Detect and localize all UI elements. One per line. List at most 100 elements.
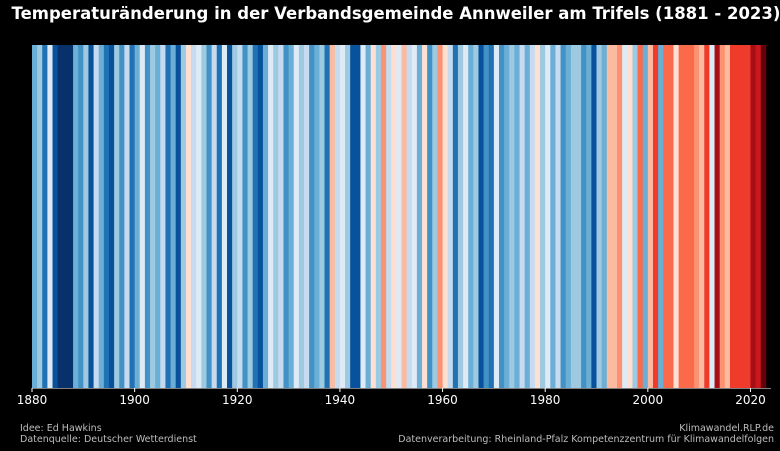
stripe-2019 (740, 45, 746, 388)
stripe-1883 (42, 45, 48, 388)
stripe-2013 (709, 45, 715, 388)
stripe-1948 (375, 45, 382, 388)
x-tick-label-1920: 1920 (222, 393, 253, 407)
stripe-2000 (642, 45, 649, 388)
stripe-1978 (529, 45, 536, 388)
stripe-1933 (298, 45, 305, 388)
stripe-2006 (673, 45, 679, 388)
stripe-1884 (47, 45, 53, 388)
chart-title: Temperaturänderung in der Verbandsgemein… (11, 4, 780, 23)
stripe-1927 (268, 45, 274, 388)
stripe-1968 (478, 45, 484, 388)
stripe-1923 (247, 45, 254, 388)
stripe-1993 (606, 45, 613, 388)
stripe-2012 (704, 45, 710, 388)
stripe-1936 (314, 45, 320, 388)
stripe-1981 (545, 45, 551, 388)
stripe-1995 (617, 45, 623, 388)
stripe-1965 (463, 45, 469, 388)
stripe-1896 (108, 45, 115, 388)
stripe-1962 (447, 45, 454, 388)
stripe-1930 (283, 45, 289, 388)
stripe-1943 (350, 45, 356, 388)
stripe-1924 (252, 45, 259, 388)
stripe-1909 (175, 45, 182, 388)
stripes-group (32, 45, 767, 388)
stripe-1897 (114, 45, 120, 388)
stripe-1929 (278, 45, 284, 388)
stripe-1914 (201, 45, 207, 388)
stripe-1904 (150, 45, 156, 388)
stripe-1970 (488, 45, 495, 388)
stripe-1937 (319, 45, 325, 388)
stripe-1958 (427, 45, 433, 388)
x-tick-label-1940: 1940 (325, 393, 356, 407)
stripe-1982 (550, 45, 556, 388)
stripe-1953 (401, 45, 407, 388)
stripe-1888 (67, 45, 74, 388)
stripe-1908 (170, 45, 177, 388)
stripe-1988 (581, 45, 587, 388)
stripe-1973 (504, 45, 510, 388)
stripe-1947 (370, 45, 377, 388)
stripe-1928 (273, 45, 279, 388)
stripe-1881 (32, 45, 38, 388)
stripe-1941 (339, 45, 346, 388)
x-tick-label-1980: 1980 (530, 393, 561, 407)
stripe-1944 (355, 45, 361, 388)
stripe-1987 (575, 45, 582, 388)
stripe-2010 (694, 45, 700, 388)
stripe-1901 (134, 45, 141, 388)
stripe-1895 (103, 45, 110, 388)
stripe-1898 (119, 45, 125, 388)
stripe-1938 (324, 45, 330, 388)
stripe-2002 (652, 45, 659, 388)
stripe-2007 (678, 45, 685, 388)
stripe-1956 (416, 45, 423, 388)
stripe-2009 (688, 45, 695, 388)
stripe-1974 (509, 45, 515, 388)
stripe-1890 (78, 45, 84, 388)
stripe-1954 (406, 45, 413, 388)
stripe-1951 (391, 45, 397, 388)
stripe-1959 (432, 45, 438, 388)
stripe-2016 (724, 45, 731, 388)
stripe-1997 (627, 45, 633, 388)
stripe-1903 (144, 45, 151, 388)
stripe-2014 (714, 45, 721, 388)
stripe-2011 (699, 45, 705, 388)
stripe-1990 (591, 45, 597, 388)
x-tick-label-2020: 2020 (735, 393, 766, 407)
stripe-1992 (601, 45, 608, 388)
stripe-1931 (288, 45, 295, 388)
stripe-2022 (755, 45, 762, 388)
stripe-1979 (534, 45, 541, 388)
stripe-1940 (334, 45, 341, 388)
stripe-2018 (735, 45, 741, 388)
credit-right: Klimawandel.RLP.de Datenverarbeitung: Rh… (398, 423, 774, 445)
stripe-1915 (206, 45, 212, 388)
stripe-1893 (93, 45, 100, 388)
stripe-1977 (524, 45, 531, 388)
stripe-2004 (663, 45, 669, 388)
stripe-1925 (257, 45, 264, 388)
stripe-1906 (160, 45, 166, 388)
stripe-1955 (411, 45, 418, 388)
stripe-1922 (242, 45, 248, 388)
stripe-1913 (196, 45, 202, 388)
credit-website: Klimawandel.RLP.de (679, 423, 774, 434)
stripe-1918 (221, 45, 228, 388)
stripe-1984 (560, 45, 567, 388)
stripe-1935 (309, 45, 315, 388)
stripe-2021 (750, 45, 756, 388)
stripe-1926 (262, 45, 269, 388)
x-tick-label-1960: 1960 (427, 393, 458, 407)
stripe-1905 (155, 45, 161, 388)
stripe-1964 (457, 45, 464, 388)
stripe-2005 (668, 45, 674, 388)
stripe-1887 (62, 45, 69, 388)
x-tick-label-1880: 1880 (17, 393, 48, 407)
credit-left: Idee: Ed Hawkins Datenquelle: Deutscher … (20, 423, 197, 445)
stripe-2015 (719, 45, 726, 388)
